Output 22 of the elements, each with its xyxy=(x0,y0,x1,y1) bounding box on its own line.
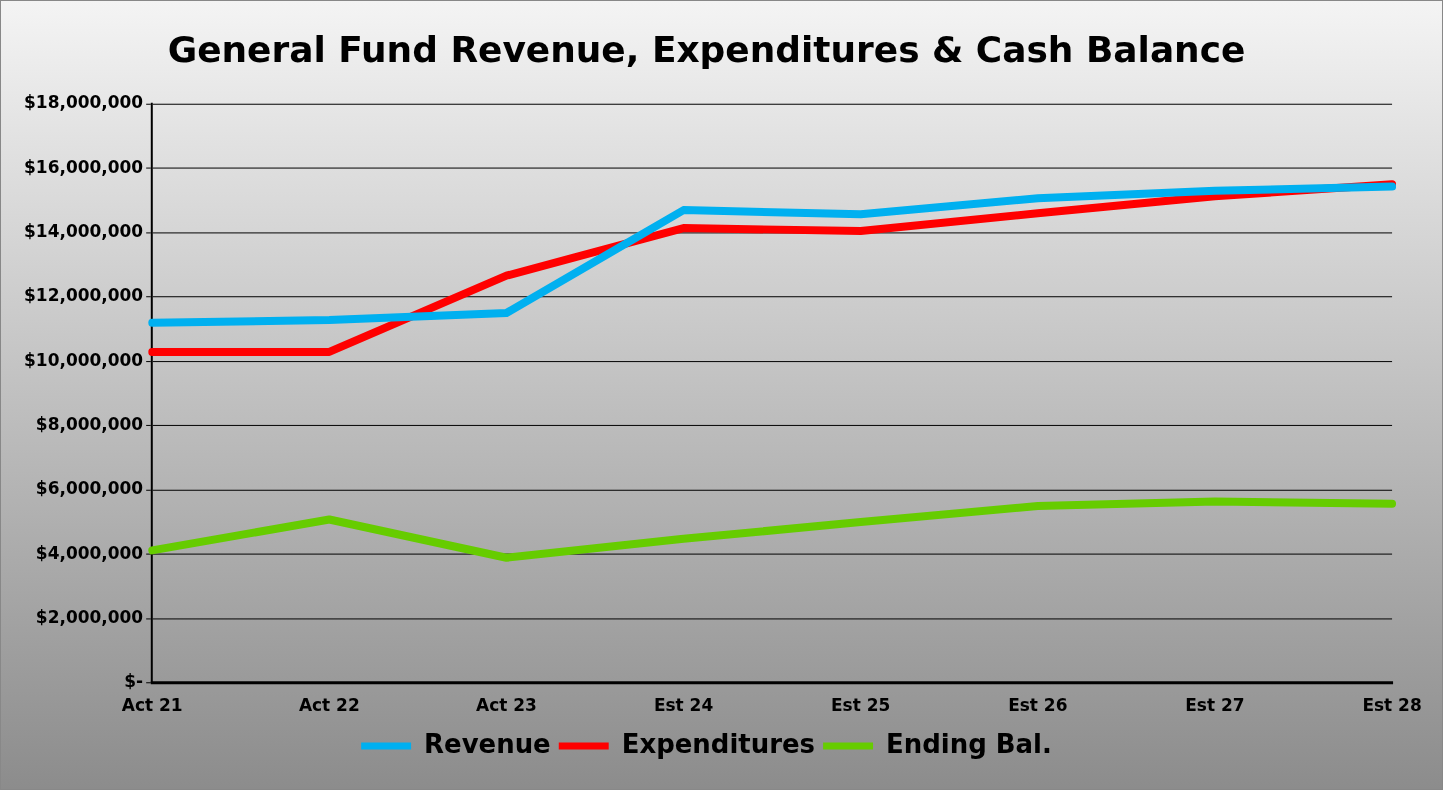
y-tick-label: $6,000,000 xyxy=(35,478,144,499)
y-tick-label: $12,000,000 xyxy=(24,285,144,306)
legend-label: Expenditures xyxy=(621,728,816,759)
x-tick-label: Est 25 xyxy=(831,695,891,716)
legend-label: Ending Bal. xyxy=(886,728,1052,759)
y-tick-label: $14,000,000 xyxy=(24,221,144,241)
legend-label: Revenue xyxy=(424,728,551,759)
y-tick-label: $16,000,000 xyxy=(24,156,144,177)
y-tick-label: $10,000,000 xyxy=(24,349,144,370)
y-tick-label: $- xyxy=(124,671,144,692)
y-tick-label: $18,000,000 xyxy=(24,92,144,113)
y-tick-label: $8,000,000 xyxy=(35,413,144,434)
x-tick-label: Act 22 xyxy=(298,695,360,716)
x-tick-label: Est 26 xyxy=(1008,695,1068,716)
y-tick-label: $2,000,000 xyxy=(35,606,144,627)
x-tick-label: Act 21 xyxy=(121,695,183,716)
x-tick-label: Act 23 xyxy=(476,695,537,716)
chart-title: General Fund Revenue, Expenditures & Cash Balance xyxy=(167,28,1246,70)
x-tick-label: Est 24 xyxy=(653,695,714,716)
y-tick-label: $4,000,000 xyxy=(35,542,144,563)
x-tick-label: Est 28 xyxy=(1362,695,1422,716)
x-tick-label: Est 27 xyxy=(1185,695,1245,716)
